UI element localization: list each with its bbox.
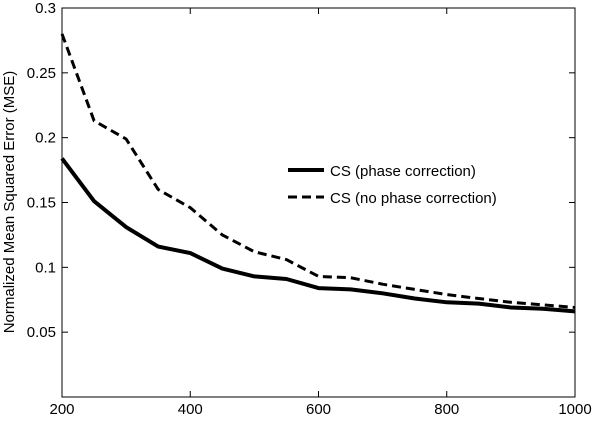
legend-label-no-phase-correction: CS (no phase correction) — [330, 190, 497, 207]
series-lines — [60, 33, 576, 314]
legend: CS (phase correction) CS (no phase corre… — [280, 148, 532, 216]
y-tick-label: 0.25 — [27, 65, 56, 82]
y-tick-label: 0.3 — [35, 0, 56, 17]
y-tick-label: 0.05 — [27, 324, 56, 341]
x-tick-label: 200 — [49, 401, 74, 417]
x-tick-label: 1000 — [558, 401, 591, 417]
x-tick-label: 400 — [178, 401, 203, 417]
x-tick-label: 800 — [434, 401, 459, 417]
y-tick-label: 0.1 — [35, 259, 56, 276]
y-axis-label: Normalized Mean Squared Error (MSE) — [1, 71, 18, 334]
legend-label-phase-correction: CS (phase correction) — [330, 163, 476, 180]
series-line-no-phase-correction — [60, 33, 576, 309]
y-tick-label: 0.15 — [27, 195, 56, 212]
axis-ticks: 200 400 600 800 1000 0.05 0.1 0.15 0.2 0.25 0.3 — [27, 0, 592, 418]
legend-box — [280, 148, 532, 216]
x-tick-label: 600 — [306, 401, 331, 417]
y-tick-label: 0.2 — [35, 130, 56, 147]
series-line-phase-correction — [60, 157, 576, 314]
